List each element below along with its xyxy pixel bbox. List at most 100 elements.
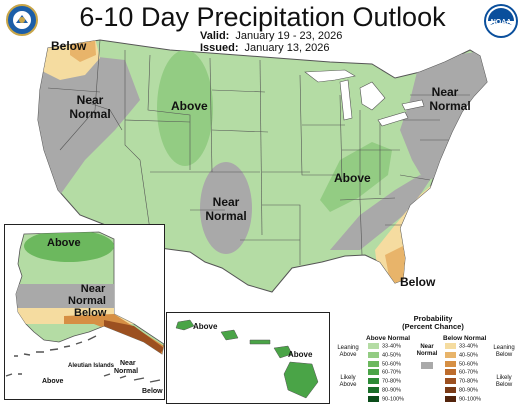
alaska-near-label-1: Near [80,283,106,295]
noaa-logo: NOAA [484,4,518,38]
legend-above-percent-label: 90-100% [382,396,405,403]
legend-above-row: 50-60% [368,360,401,368]
near-head-line2: Normal [416,350,438,357]
legend-below-percent-label: 80-90% [459,387,478,394]
legend-below-swatch [445,395,456,402]
hawaii-above-east-label: Above [288,350,313,359]
legend-below-head: Below Normal [443,335,487,342]
legend-above-percent-label: 70-80% [382,378,401,385]
legend-below-row: 90-100% [445,395,481,403]
legend-below-row: 50-60% [445,360,478,368]
likely-above-line1: Likely [340,375,356,381]
hawaii-above-west-label: Above [193,322,218,331]
near-head-line1: Near [420,344,434,350]
likely-below-line2: Below [495,381,513,388]
great-lakes [304,69,425,127]
leaning-above-line2: Above [339,351,357,358]
legend-above-row: 60-70% [368,369,401,376]
doc-seal-logo [6,4,38,36]
legend-above-swatch [368,387,379,393]
legend-above-percent-label: 40-50% [382,352,401,359]
alaska-below-label: Below [74,307,107,319]
legend-above-percent-label: 60-70% [382,369,401,376]
legend-above-swatch [368,395,379,402]
south-near-normal-area [200,162,252,254]
plains-above-area [157,50,213,166]
issued-label: Issued: [200,42,239,54]
legend-likely-below: Likely Below [488,375,520,388]
legend-below-row: 60-70% [445,369,478,376]
legend-below-percent-label: 60-70% [459,369,478,376]
hawaii-big-island [283,361,319,399]
aleutian-dots [5,373,161,383]
legend-near-swatch [421,362,433,369]
legend-below-row: 33-40% [445,343,478,350]
ne-near-label-2: Normal [429,99,471,113]
likely-below-line1: Likely [496,375,512,381]
legend-above-swatch [368,343,379,349]
legend-below-percent-label: 70-80% [459,378,478,385]
hawaii-oahu [220,329,239,341]
legend-title-line1: Probability [413,314,453,323]
legend-above-percent-label: 80-90% [382,387,401,394]
state-boundaries [47,40,470,265]
se-near-normal-area [330,175,430,250]
legend-above-swatch [368,360,379,367]
hawaii-kauai [175,319,195,331]
legend-below-row: 70-80% [445,378,478,385]
legend-below-row: 40-50% [445,351,478,359]
ne-near-normal-area [400,50,487,182]
south-near-label-2: Normal [205,209,247,223]
legend-below-swatch [445,378,456,385]
hawaii-molokai [249,339,271,345]
aleutian-below-label: Below [142,388,163,395]
legend-below-percent-label: 50-60% [459,361,478,368]
legend-below-swatch [445,360,456,367]
west-near-label-2: Normal [69,107,111,121]
alaska-islands [14,335,97,357]
hawaii-maui [273,345,293,359]
legend-below-row: 80-90% [445,387,478,394]
ohio-above-label: Above [334,171,371,185]
nw-below-label: Below [51,39,87,53]
aleutian-above-label: Above [42,378,64,385]
legend-title-line2: (Percent Chance) [402,322,464,332]
south-near-label-1: Near [212,195,240,209]
legend-above-swatch [368,369,379,376]
aleutian-title: Aleutian Islands [68,363,115,369]
legend-above-swatch [368,351,379,358]
legend-above-percent-label: 33-40% [382,343,401,350]
legend-title: Probability (Percent Chance) [393,314,473,332]
alaska-inset [4,224,165,400]
valid-label: Valid: [200,30,230,42]
valid-value: January 19 - 23, 2026 [235,30,343,42]
legend-above-row: 80-90% [368,387,401,394]
legend-below-swatch [445,343,456,349]
aleutian-near-label-1: Near [120,360,136,367]
legend-below-swatch [445,369,456,376]
legend-above-row: 70-80% [368,378,401,385]
west-near-label-1: Near [76,93,104,107]
legend-above-swatch [368,378,379,385]
ohio-above-area [320,142,392,212]
issued-value: January 13, 2026 [244,42,330,54]
ne-near-label-1: Near [431,85,459,99]
issued-line: Issued: January 13, 2026 [200,42,330,54]
leaning-below-line2: Below [495,351,513,358]
legend-below-percent-label: 33-40% [459,343,478,350]
legend-above-head: Above Normal [366,335,411,342]
nw-below-normal-core [70,40,96,62]
legend-near-normal: Near Normal [412,344,442,357]
fl-below-label: Below [400,275,436,289]
west-near-normal-area [38,55,140,200]
leaning-above-line1: Leaning [337,345,359,351]
likely-above-line2: Above [339,381,357,388]
alaska-above-core [24,232,114,262]
legend-below-swatch [445,351,456,358]
legend-below-percent-label: 40-50% [459,352,478,359]
legend-leaning-below: Leaning Below [488,345,520,358]
alaska-near-label-2: Normal [68,295,106,307]
plains-above-label: Above [171,99,208,113]
legend-above-row: 40-50% [368,351,401,359]
